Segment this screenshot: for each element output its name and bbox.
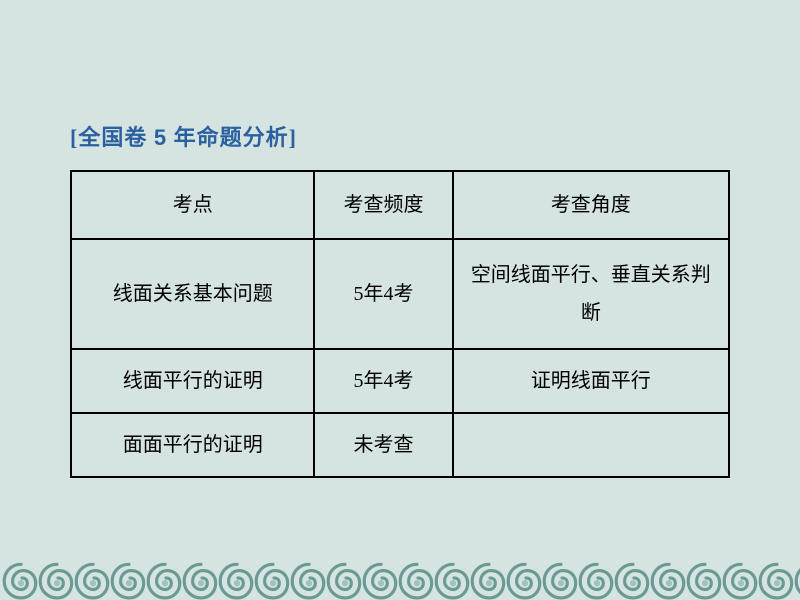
title-text-1: 全国卷	[78, 125, 147, 150]
header-cell-topic: 考点	[71, 171, 314, 239]
table-row: 线面平行的证明 5年4考 证明线面平行	[71, 349, 729, 413]
header-cell-angle: 考查角度	[453, 171, 729, 239]
cell-angle	[453, 413, 729, 477]
page-title: [全国卷 5 年命题分析]	[70, 120, 730, 152]
table-header-row: 考点 考查频度 考查角度	[71, 171, 729, 239]
spiral-icon	[792, 558, 800, 600]
cell-topic: 线面关系基本问题	[71, 239, 314, 349]
cell-topic: 面面平行的证明	[71, 413, 314, 477]
cell-frequency: 5年4考	[314, 239, 452, 349]
title-bracket-close: ]	[289, 125, 297, 150]
table-row: 面面平行的证明 未考查	[71, 413, 729, 477]
cell-angle: 证明线面平行	[453, 349, 729, 413]
table-row: 线面关系基本问题 5年4考 空间线面平行、垂直关系判断	[71, 239, 729, 349]
decorative-spiral-border	[0, 554, 800, 600]
title-number: 5	[154, 125, 167, 150]
cell-frequency: 5年4考	[314, 349, 452, 413]
title-text-2: 年命题分析	[174, 125, 289, 150]
cell-angle: 空间线面平行、垂直关系判断	[453, 239, 729, 349]
cell-topic: 线面平行的证明	[71, 349, 314, 413]
header-cell-frequency: 考查频度	[314, 171, 452, 239]
analysis-table: 考点 考查频度 考查角度 线面关系基本问题 5年4考 空间线面平行、垂直关系判断…	[70, 170, 730, 478]
cell-frequency: 未考查	[314, 413, 452, 477]
